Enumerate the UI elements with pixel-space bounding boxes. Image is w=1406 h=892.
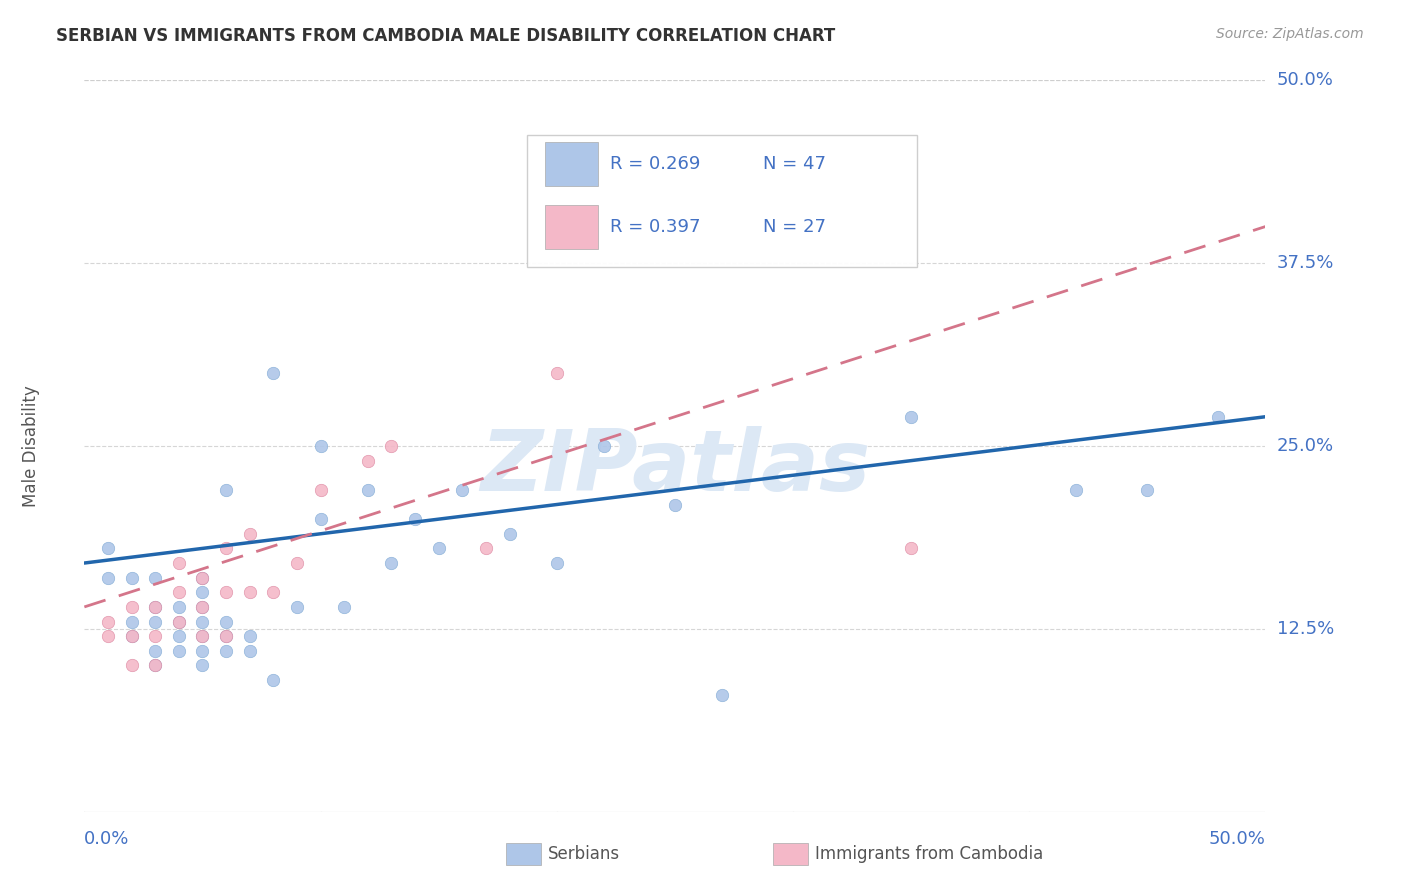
- Point: [167, 615, 190, 629]
- Text: Immigrants from Cambodia: Immigrants from Cambodia: [815, 845, 1043, 863]
- Text: 0.0%: 0.0%: [84, 830, 129, 847]
- Point: [1066, 483, 1088, 497]
- Point: [215, 644, 238, 658]
- Point: [900, 409, 922, 424]
- Point: [380, 439, 402, 453]
- Point: [333, 599, 356, 614]
- Point: [357, 453, 380, 467]
- FancyBboxPatch shape: [546, 204, 598, 249]
- Text: Male Disability: Male Disability: [22, 385, 41, 507]
- Point: [1206, 409, 1229, 424]
- Text: R = 0.397: R = 0.397: [610, 218, 700, 235]
- Point: [215, 629, 238, 643]
- Point: [191, 644, 214, 658]
- Point: [167, 644, 190, 658]
- Point: [143, 629, 166, 643]
- Point: [191, 615, 214, 629]
- Text: 25.0%: 25.0%: [1277, 437, 1334, 455]
- Point: [451, 483, 474, 497]
- Point: [191, 571, 214, 585]
- Text: N = 27: N = 27: [763, 218, 827, 235]
- Text: N = 47: N = 47: [763, 155, 827, 173]
- Point: [167, 615, 190, 629]
- Point: [191, 629, 214, 643]
- Text: 50.0%: 50.0%: [1209, 830, 1265, 847]
- Point: [215, 585, 238, 599]
- Point: [309, 512, 332, 526]
- Point: [262, 585, 284, 599]
- Point: [475, 541, 498, 556]
- Point: [167, 556, 190, 570]
- Point: [143, 658, 166, 673]
- Text: SERBIAN VS IMMIGRANTS FROM CAMBODIA MALE DISABILITY CORRELATION CHART: SERBIAN VS IMMIGRANTS FROM CAMBODIA MALE…: [56, 27, 835, 45]
- Point: [285, 599, 308, 614]
- Point: [97, 615, 120, 629]
- Point: [97, 629, 120, 643]
- Point: [309, 483, 332, 497]
- Text: 50.0%: 50.0%: [1277, 71, 1333, 89]
- Point: [143, 658, 166, 673]
- Point: [239, 526, 262, 541]
- Point: [121, 658, 143, 673]
- Point: [191, 599, 214, 614]
- Point: [143, 615, 166, 629]
- Point: [143, 644, 166, 658]
- Point: [380, 556, 402, 570]
- Point: [546, 556, 568, 570]
- Point: [215, 629, 238, 643]
- Point: [900, 541, 922, 556]
- Point: [285, 556, 308, 570]
- Point: [215, 541, 238, 556]
- Point: [593, 439, 616, 453]
- Point: [97, 571, 120, 585]
- Point: [262, 673, 284, 687]
- Point: [143, 599, 166, 614]
- Text: 37.5%: 37.5%: [1277, 254, 1334, 272]
- Point: [191, 599, 214, 614]
- Point: [427, 541, 450, 556]
- Text: Source: ZipAtlas.com: Source: ZipAtlas.com: [1216, 27, 1364, 41]
- FancyBboxPatch shape: [527, 136, 917, 267]
- Point: [664, 498, 686, 512]
- Point: [546, 366, 568, 380]
- Point: [167, 629, 190, 643]
- Point: [711, 688, 734, 702]
- Point: [239, 629, 262, 643]
- Point: [215, 615, 238, 629]
- Point: [121, 629, 143, 643]
- FancyBboxPatch shape: [546, 143, 598, 186]
- Text: Serbians: Serbians: [548, 845, 620, 863]
- Text: 12.5%: 12.5%: [1277, 620, 1334, 638]
- Point: [191, 629, 214, 643]
- Point: [262, 366, 284, 380]
- Point: [191, 658, 214, 673]
- Point: [404, 512, 426, 526]
- Text: R = 0.269: R = 0.269: [610, 155, 700, 173]
- Point: [121, 599, 143, 614]
- Point: [357, 483, 380, 497]
- Point: [143, 599, 166, 614]
- Point: [121, 571, 143, 585]
- Point: [1136, 483, 1159, 497]
- Text: ZIPatlas: ZIPatlas: [479, 426, 870, 509]
- Point: [191, 571, 214, 585]
- Point: [121, 629, 143, 643]
- Point: [191, 585, 214, 599]
- Point: [121, 615, 143, 629]
- Point: [239, 585, 262, 599]
- Point: [309, 439, 332, 453]
- Point: [239, 644, 262, 658]
- Point: [215, 483, 238, 497]
- Point: [97, 541, 120, 556]
- Point: [167, 585, 190, 599]
- Point: [167, 599, 190, 614]
- Point: [143, 571, 166, 585]
- Point: [498, 526, 520, 541]
